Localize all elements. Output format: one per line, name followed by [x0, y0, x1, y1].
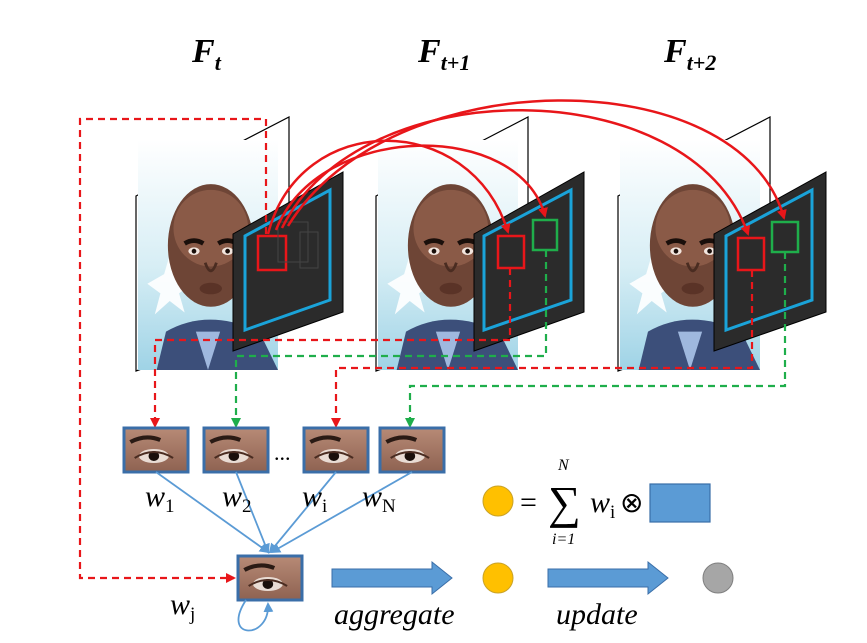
aggregate-label: aggregate [334, 598, 455, 631]
dashed-green-links [231, 250, 787, 428]
dashed-red-links [78, 117, 754, 583]
patch-ellipsis: ... [274, 440, 291, 465]
svg-text:Ft+1: Ft+1 [417, 33, 470, 75]
update-arrow [547, 560, 669, 596]
frame-label-sub: t [215, 50, 222, 75]
center-node [236, 554, 304, 602]
frame-t1 [375, 116, 585, 372]
aggregated-node [482, 485, 514, 517]
weight-label-1: w1 [145, 480, 175, 517]
frame-label-main: F [191, 33, 215, 70]
self-loop-edge [237, 599, 274, 632]
weight-labels: w1 w2 wi wN [145, 480, 396, 517]
frame-label-main: F [663, 33, 687, 70]
svg-text:Ft+2: Ft+2 [663, 33, 716, 75]
frame-label-main: F [417, 33, 441, 70]
formula-lower: i=1 [552, 531, 575, 548]
formula-op: ⊗ [620, 488, 643, 519]
formula-sum: ∑ [548, 477, 581, 528]
updated-node [702, 562, 734, 594]
aggregated-node-2 [482, 562, 514, 594]
formula-upper: N [557, 457, 570, 474]
self-weight-label: wj [170, 588, 195, 625]
formula-equals: = [520, 486, 537, 519]
weight-label-i: wi [302, 480, 327, 517]
frame-label-t1: Ft+1 [417, 33, 470, 75]
aggregate-arrow [331, 560, 453, 596]
weight-edges [155, 471, 413, 554]
formula-term: wi [590, 486, 615, 523]
feature-box [649, 483, 711, 523]
frame-label-t: Ft [191, 33, 222, 75]
process-row: aggregate update [331, 560, 734, 631]
update-label: update [556, 598, 638, 631]
patch-1 [122, 426, 190, 474]
query-box [256, 234, 288, 272]
frame-label-sub: t+2 [687, 50, 717, 75]
patch-row: ... [122, 426, 446, 474]
matching-arrows [266, 99, 787, 236]
weight-label-2: w2 [222, 480, 252, 517]
aggregation-formula: = ∑ N i=1 wi ⊗ [482, 457, 711, 548]
patch-i [302, 426, 370, 474]
svg-text:Ft: Ft [191, 33, 222, 75]
frame-t [135, 116, 344, 372]
frame-t2 [617, 116, 827, 372]
frame-label-t2: Ft+2 [663, 33, 716, 75]
frame-label-sub: t+1 [441, 50, 471, 75]
search-region [724, 187, 814, 333]
patch-2 [202, 426, 270, 474]
weight-label-n: wN [362, 480, 396, 517]
patch-n [378, 426, 446, 474]
